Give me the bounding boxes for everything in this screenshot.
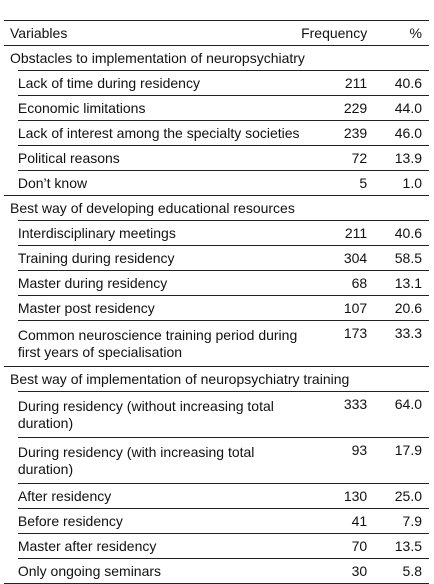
row-frequency: 68 [301,270,372,296]
section-title: Best way of implementation of neuropsych… [4,366,429,392]
row-label: Lack of time during residency [17,70,302,96]
table-row: Don’t know 5 1.0 [4,170,429,196]
row-percent: 7.9 [371,508,429,534]
row-frequency: 130 [301,483,372,509]
table-row: Interdisciplinary meetings 211 40.6 [4,220,429,246]
row-label: Training during residency [17,245,302,271]
row-frequency: 211 [301,220,372,246]
row-percent: 25.0 [371,483,429,509]
row-frequency: 229 [301,95,372,121]
row-frequency: 333 [301,391,372,438]
row-percent: 20.6 [371,295,429,321]
row-percent: 17.9 [371,437,429,484]
row-label: Master after residency [17,533,302,559]
row-percent: 40.6 [371,220,429,246]
table-row: Master after residency 70 13.5 [4,533,429,559]
table-row: Before residency 41 7.9 [4,508,429,534]
table-row: Master post residency 107 20.6 [4,295,429,321]
section-title: Best way of developing educational resou… [4,195,429,221]
row-label: Master during residency [17,270,302,296]
row-percent: 1.0 [371,170,429,196]
table-row: After residency 130 25.0 [4,483,429,509]
row-frequency: 70 [301,533,372,559]
header-percent: % [371,20,429,46]
row-percent: 13.5 [371,533,429,559]
row-label: Common neuroscience training period duri… [17,320,302,367]
row-label: Before residency [17,508,302,534]
row-percent: 33.3 [371,320,429,367]
row-percent: 44.0 [371,95,429,121]
table-row: Training during residency 304 58.5 [4,245,429,271]
row-label: Lack of interest among the specialty soc… [17,120,302,146]
row-frequency: 5 [301,170,372,196]
row-label: During residency (with increasing total … [17,437,302,484]
section-title: Obstacles to implementation of neuropsyc… [4,45,429,71]
row-percent: 58.5 [371,245,429,271]
row-frequency: 41 [301,508,372,534]
row-label: After residency [17,483,302,509]
table-row: During residency (without increasing tot… [4,391,429,438]
row-percent: 5.8 [371,558,429,584]
table-row: Economic limitations 229 44.0 [4,95,429,121]
row-frequency: 211 [301,70,372,96]
table-row: Lack of time during residency 211 40.6 [4,70,429,96]
row-frequency: 304 [301,245,372,271]
row-frequency: 173 [301,320,372,367]
row-frequency: 107 [301,295,372,321]
row-label: Only ongoing seminars [17,558,302,584]
row-label: Economic limitations [17,95,302,121]
row-percent: 13.1 [371,270,429,296]
row-percent: 46.0 [371,120,429,146]
table-row: Master during residency 68 13.1 [4,270,429,296]
row-frequency: 93 [301,437,372,484]
table-row: Political reasons 72 13.9 [4,145,429,171]
table-header-row: Variables Frequency % [4,20,429,46]
row-label: Master post residency [17,295,302,321]
table-row: Only ongoing seminars 30 5.8 [4,558,429,584]
row-percent: 40.6 [371,70,429,96]
table-row: Common neuroscience training period duri… [4,320,429,367]
row-label: During residency (without increasing tot… [17,391,302,438]
survey-table-container: Variables Frequency % Obstacles to imple… [4,20,429,584]
row-percent: 64.0 [371,391,429,438]
section-header-implementation-training: Best way of implementation of neuropsych… [4,366,429,392]
section-header-obstacles: Obstacles to implementation of neuropsyc… [4,45,429,71]
row-frequency: 239 [301,120,372,146]
row-label: Political reasons [17,145,302,171]
table-row: Lack of interest among the specialty soc… [4,120,429,146]
row-label: Interdisciplinary meetings [17,220,302,246]
survey-results-table: Variables Frequency % Obstacles to imple… [4,20,429,584]
header-variables: Variables [4,20,302,46]
section-header-educational-resources: Best way of developing educational resou… [4,195,429,221]
table-row: During residency (with increasing total … [4,437,429,484]
row-frequency: 30 [301,558,372,584]
row-percent: 13.9 [371,145,429,171]
row-label: Don’t know [17,170,302,196]
row-frequency: 72 [301,145,372,171]
header-frequency: Frequency [301,20,372,46]
